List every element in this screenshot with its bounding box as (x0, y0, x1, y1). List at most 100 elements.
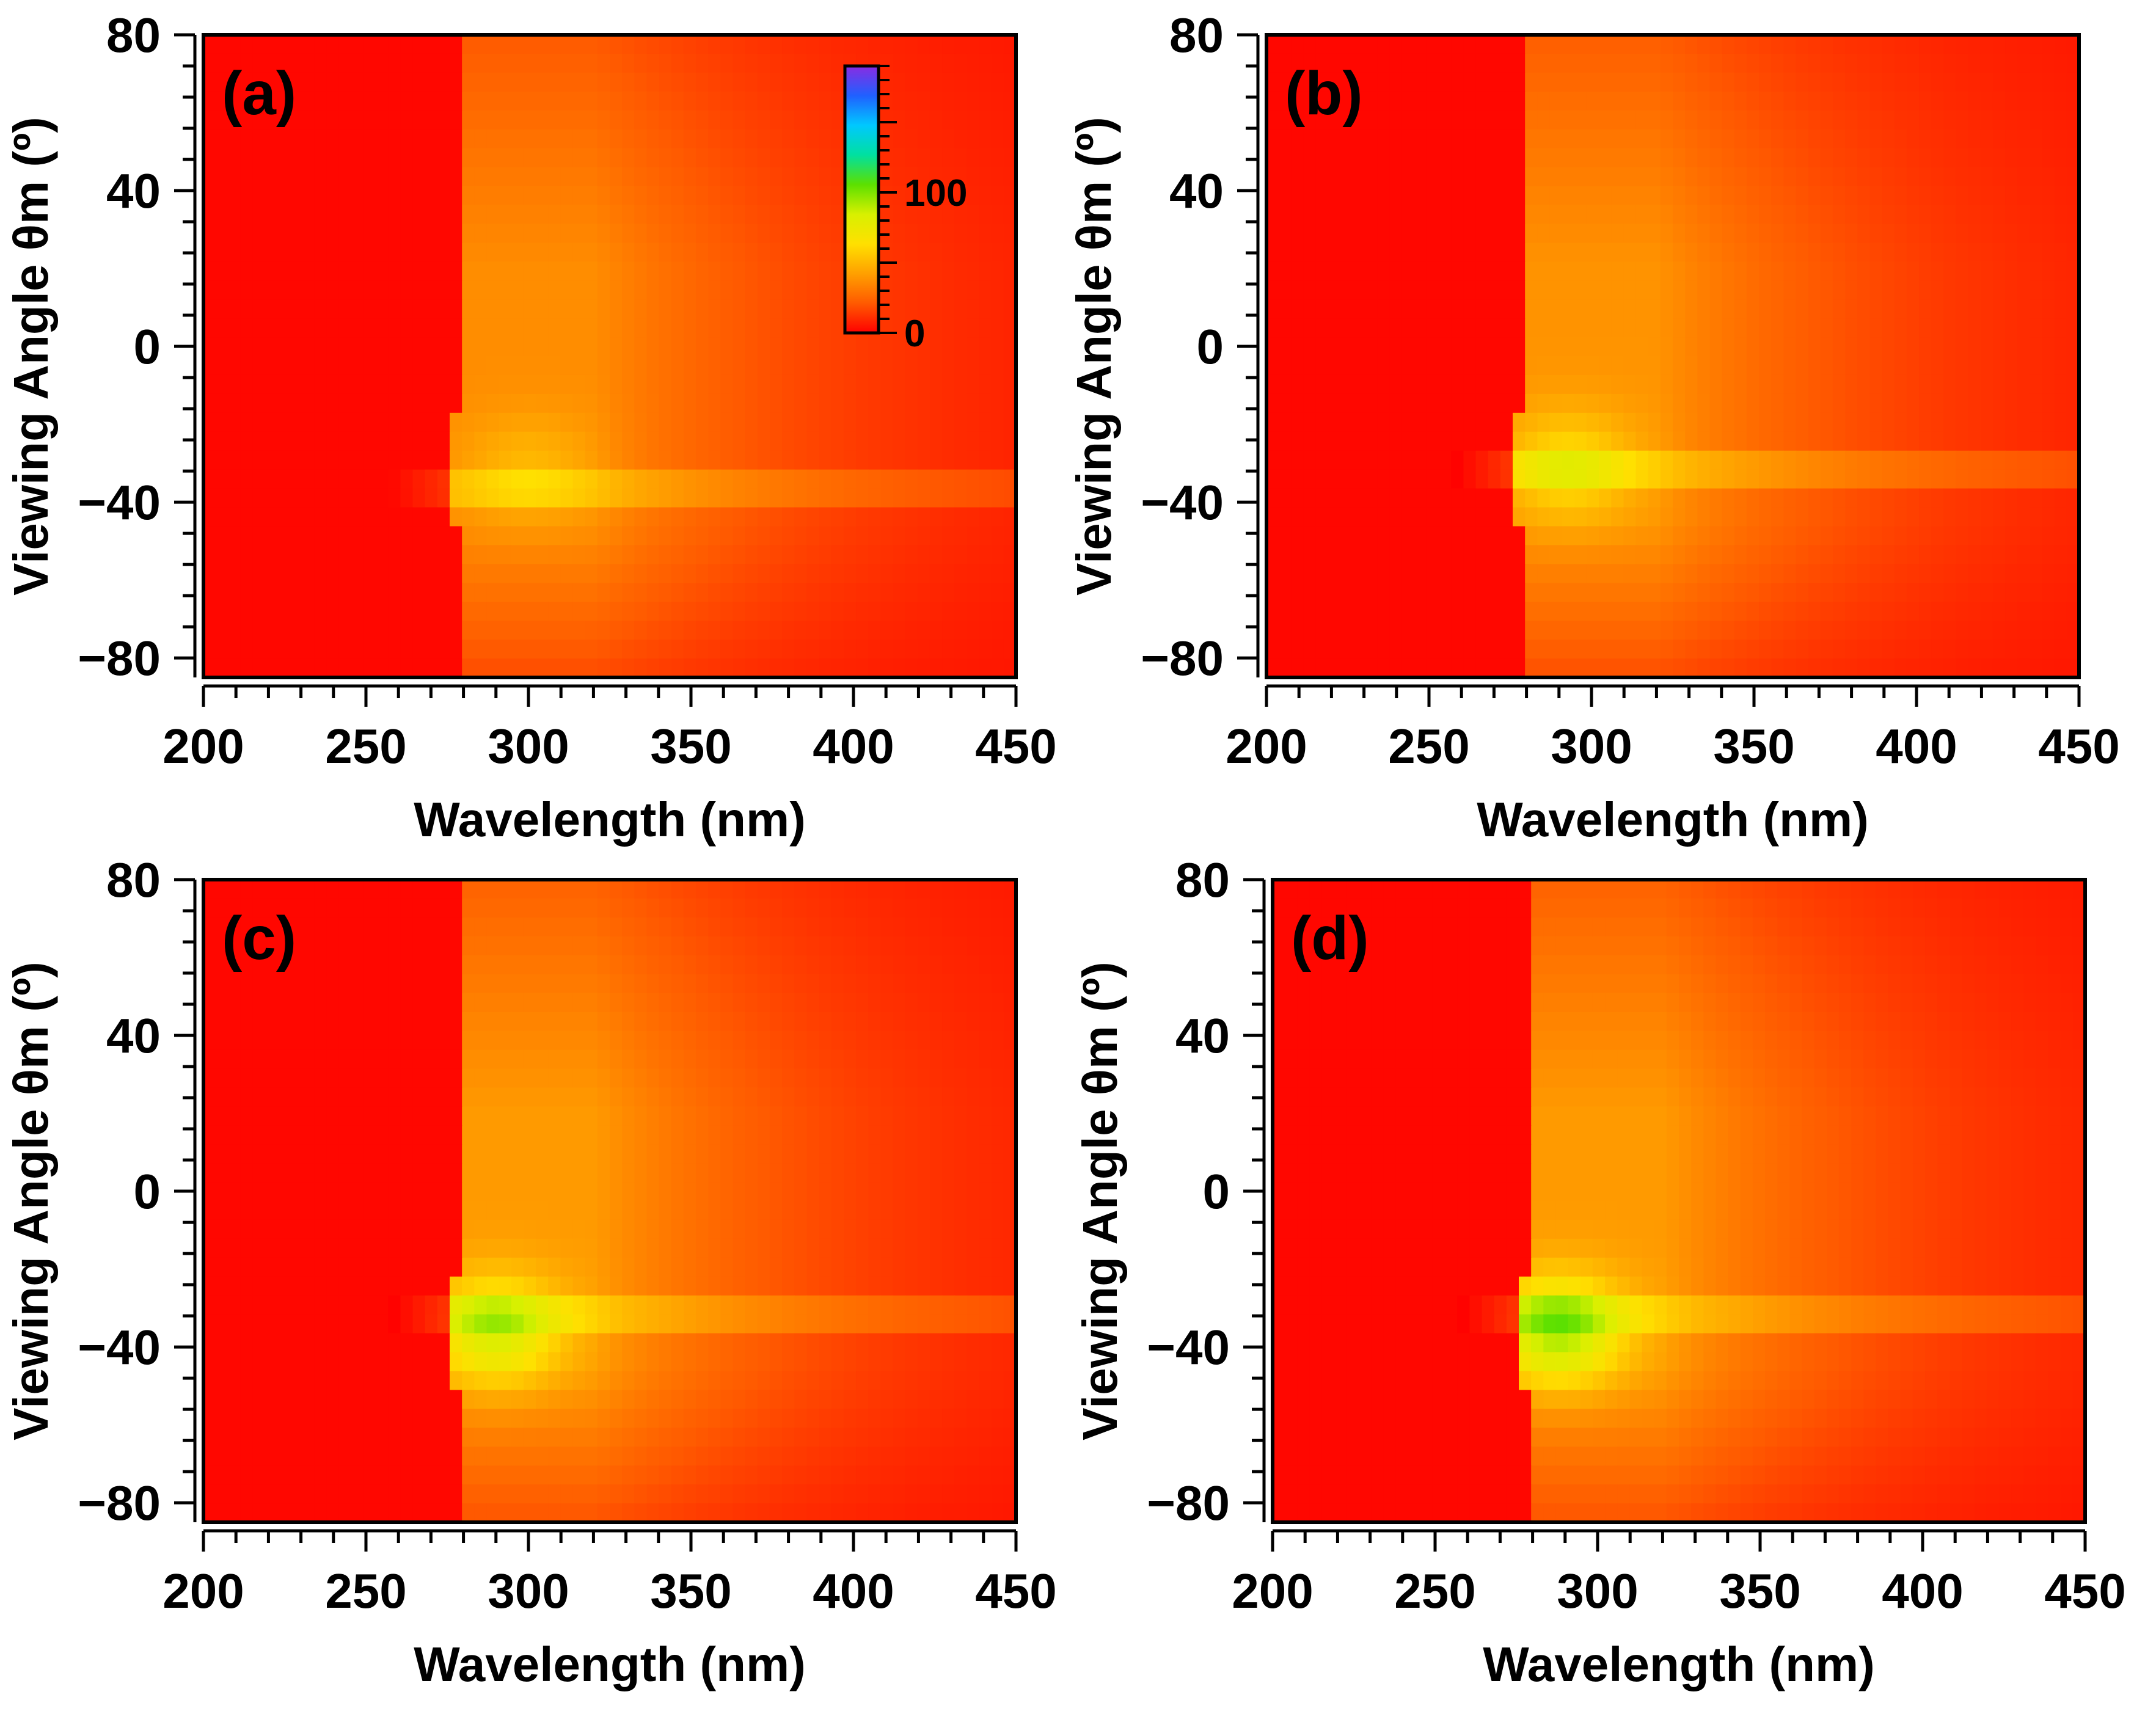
heatmap-cell (338, 955, 352, 975)
heatmap-cell (782, 507, 795, 527)
heatmap-cell (240, 53, 254, 73)
heatmap-cell (1906, 374, 1920, 395)
heatmap-cell (1574, 564, 1587, 584)
heatmap-cell (265, 974, 278, 994)
heatmap-cell (1845, 602, 1858, 621)
heatmap-cell (2017, 110, 2031, 130)
heatmap-cell (893, 337, 906, 357)
heatmap-cell (1365, 374, 1378, 395)
heatmap-cell (979, 35, 992, 54)
heatmap-cell (2017, 148, 2031, 168)
heatmap-cell (1439, 374, 1452, 395)
heatmap-cell (523, 280, 536, 300)
heatmap-cell (806, 186, 820, 206)
heatmap-cell (905, 564, 918, 584)
heatmap-cell (905, 583, 918, 603)
heatmap-cell (216, 318, 229, 338)
heatmap-cell (326, 280, 340, 300)
heatmap-cell (745, 205, 758, 225)
heatmap-cell (1586, 72, 1599, 92)
heatmap-cell (1796, 356, 1809, 376)
heatmap-cell (290, 148, 303, 168)
heatmap-cell (942, 431, 956, 451)
heatmap-cell (400, 374, 414, 395)
heatmap-cell (1796, 91, 1809, 111)
heatmap-cell (1574, 469, 1587, 489)
heatmap-cell (2005, 205, 2019, 225)
heatmap-cell (1586, 224, 1599, 244)
heatmap-cell (1549, 129, 1563, 149)
heatmap-cell (720, 356, 734, 376)
heatmap-cell (1894, 186, 1907, 206)
heatmap-cell (228, 936, 241, 956)
heatmap-cell (2042, 299, 2055, 319)
heatmap-cell (1537, 507, 1551, 527)
heatmap-cell (1771, 35, 1785, 54)
heatmap-cell (683, 898, 696, 918)
heatmap-cell (203, 621, 216, 640)
heatmap-cell (696, 898, 709, 918)
heatmap-cell (523, 337, 536, 357)
heatmap-cell (1746, 393, 1760, 414)
heatmap-cell (1003, 640, 1017, 659)
heatmap-cell (917, 280, 930, 300)
heatmap-cell (1845, 280, 1858, 300)
heatmap-cell (252, 35, 266, 54)
heatmap-cell (1992, 337, 2006, 357)
heatmap-cell (1279, 186, 1292, 206)
heatmap-cell (2017, 129, 2031, 149)
heatmap-cell (351, 898, 364, 918)
heatmap-cell (991, 374, 1004, 395)
heatmap-cell (585, 880, 598, 899)
heatmap-cell (1992, 393, 2006, 414)
heatmap-cell (326, 167, 340, 187)
heatmap-cell (1003, 280, 1017, 300)
heatmap-cell (2054, 431, 2067, 451)
heatmap-cell (1894, 110, 1907, 130)
heatmap-cell (585, 374, 598, 395)
heatmap-cell (290, 583, 303, 603)
heatmap-cell (1414, 545, 1427, 565)
heatmap-cell (1279, 224, 1292, 244)
heatmap-cell (1451, 337, 1464, 357)
heatmap-cell (474, 224, 488, 244)
heatmap-cell (1820, 356, 1833, 376)
heatmap-cell (757, 91, 770, 111)
heatmap-cell (929, 261, 943, 282)
heatmap-cell (585, 186, 598, 206)
heatmap-cell (708, 205, 722, 225)
heatmap-cell (486, 880, 500, 899)
heatmap-cell (1808, 186, 1821, 206)
heatmap-cell (1003, 243, 1017, 263)
heatmap-cell (683, 621, 696, 640)
heatmap-cell (782, 412, 795, 432)
heatmap-cell (1315, 91, 1329, 111)
heatmap-cell (450, 280, 462, 300)
heatmap-cell (622, 91, 635, 111)
heatmap-cell (745, 318, 758, 338)
heatmap-cell (1513, 526, 1526, 546)
heatmap-cell (1673, 640, 1686, 659)
heatmap-cell (659, 602, 672, 621)
heatmap-cell (1660, 545, 1673, 565)
heatmap-cell (769, 186, 783, 206)
heatmap-cell (1734, 374, 1747, 395)
heatmap-cell (1525, 374, 1538, 395)
heatmap-cell (1549, 35, 1563, 54)
heatmap-cell (979, 545, 992, 565)
heatmap-cell (893, 72, 906, 92)
heatmap-cell (806, 110, 820, 130)
heatmap-cell (929, 110, 943, 130)
heatmap-cell (1820, 469, 1833, 489)
heatmap-cell (769, 583, 783, 603)
heatmap-cell (1513, 469, 1526, 489)
heatmap-cell (683, 469, 696, 489)
heatmap-cell (1697, 224, 1711, 244)
heatmap-cell (338, 35, 352, 54)
heatmap-cell (462, 469, 475, 489)
heatmap-cell (1673, 602, 1686, 621)
heatmap-cell (1685, 280, 1698, 300)
heatmap-cell (708, 431, 722, 451)
heatmap-cell (474, 583, 488, 603)
heatmap-cell (1832, 564, 1846, 584)
